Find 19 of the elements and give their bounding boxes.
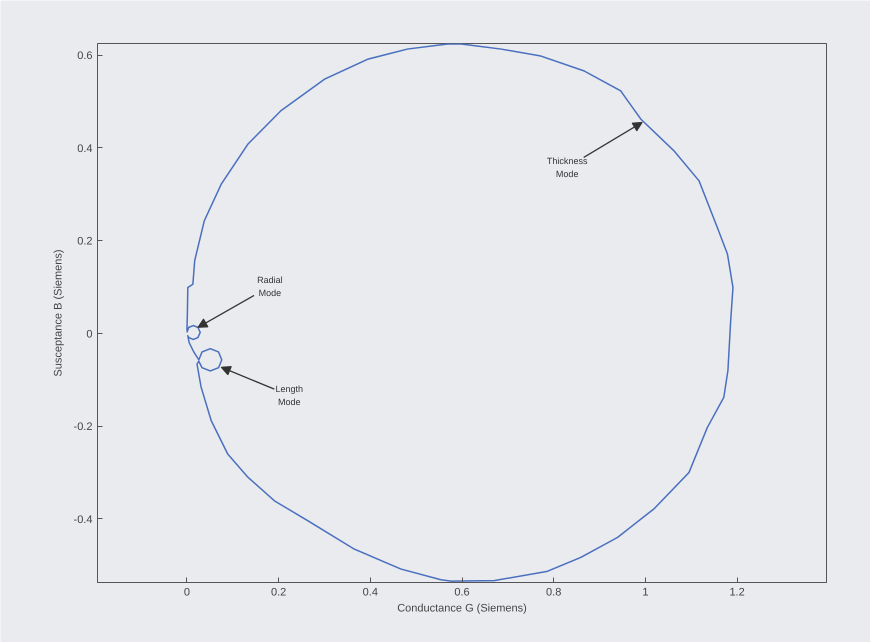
x-tick-label: 0	[184, 586, 190, 598]
x-tick-label: 1	[642, 586, 648, 598]
annotation: Thickness Mode	[546, 156, 588, 179]
y-tick-label: 0.2	[77, 236, 93, 248]
y-tick-label: -0.2	[74, 421, 93, 434]
y-tick-label: 0.4	[77, 142, 93, 155]
line-series	[186, 44, 734, 582]
x-axis-title: Conductance G (Siemens)	[397, 602, 527, 614]
x-tick-label: 0.6	[454, 586, 470, 598]
y-axis-title: Susceptance B (Siemens)	[52, 249, 65, 377]
y-tick-label: -0.4	[74, 514, 93, 526]
annotation: Length Mode	[276, 384, 304, 407]
y-tick-label: 0	[86, 328, 93, 340]
x-tick-label: 0.8	[546, 586, 562, 598]
x-tick-label: 0.2	[270, 586, 286, 598]
x-tick-label: 1.2	[729, 586, 745, 598]
annotation: Radial Mode	[257, 274, 283, 298]
y-tick-label: 0.6	[77, 50, 93, 62]
x-tick-label: 0.4	[362, 586, 378, 598]
